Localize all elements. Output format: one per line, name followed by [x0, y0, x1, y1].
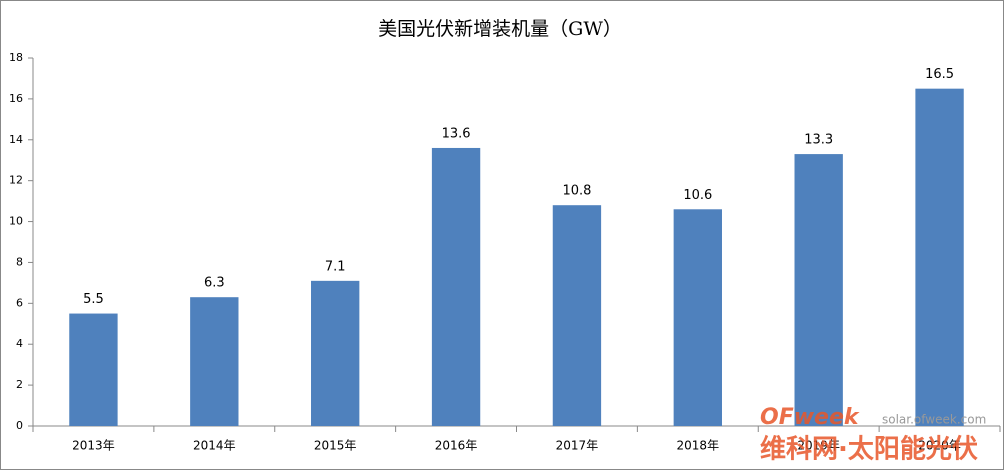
- data-label: 16.5: [925, 67, 954, 82]
- x-tick-label: 2016年: [435, 439, 478, 453]
- bar: [915, 88, 964, 427]
- data-label: 10.8: [562, 184, 591, 199]
- watermark-brand: OFweek: [760, 405, 860, 430]
- y-tick-label: 16: [9, 92, 23, 105]
- y-tick-label: 8: [16, 255, 23, 268]
- bar: [431, 147, 481, 426]
- bar: [673, 209, 722, 426]
- x-tick-label: 2019年: [797, 439, 840, 453]
- x-tick-label: 2014年: [193, 439, 236, 453]
- y-tick-label: 4: [16, 337, 23, 350]
- x-tick-label: 2018年: [677, 439, 720, 453]
- x-tick-label: 2020年: [918, 439, 961, 453]
- y-tick-label: 12: [9, 174, 23, 187]
- data-label: 10.6: [683, 188, 712, 203]
- data-label: 13.3: [804, 133, 833, 148]
- y-tick-label: 14: [9, 133, 23, 146]
- bar: [69, 313, 118, 426]
- bar: [552, 205, 602, 426]
- chart-title: 美国光伏新增装机量（GW）: [378, 18, 622, 40]
- data-label: 13.6: [442, 126, 471, 141]
- data-label: 6.3: [204, 276, 225, 291]
- x-tick-label: 2015年: [314, 439, 357, 453]
- data-label: 7.1: [325, 259, 346, 274]
- bar: [794, 154, 843, 427]
- y-tick-label: 10: [9, 215, 23, 228]
- x-tick-label: 2017年: [556, 439, 599, 453]
- y-tick-label: 0: [16, 419, 23, 432]
- data-label: 5.5: [83, 292, 104, 307]
- watermark-url: solar.ofweek.com: [882, 413, 986, 427]
- y-tick-label: 18: [9, 51, 23, 64]
- watermark-name: 维科网·太阳能光伏: [760, 434, 978, 465]
- y-tick-label: 6: [16, 296, 23, 309]
- x-tick-label: 2013年: [72, 439, 115, 453]
- bar: [190, 297, 239, 426]
- plot: 0 2 4 6 8 10 12 14 16 18 2013年 5.5 2014年 6.3 2015年 7.1 2…: [9, 51, 1001, 453]
- y-tick-label: 2: [16, 378, 23, 391]
- bar: [311, 280, 360, 426]
